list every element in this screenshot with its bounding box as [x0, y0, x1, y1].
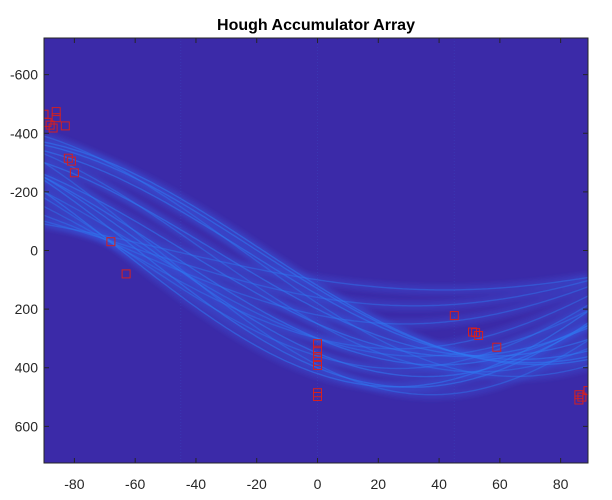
y-tick-label: -400	[10, 125, 38, 141]
peak-marker	[106, 237, 116, 247]
peak-marker	[44, 109, 49, 119]
x-tick-label: -60	[125, 476, 145, 492]
peak-marker	[60, 121, 70, 131]
x-axis: -80 -60 -40 -20 0 20 40 60 80	[64, 38, 569, 492]
band-lines	[44, 135, 588, 396]
peak-marker	[51, 113, 61, 123]
peak-marker	[313, 360, 322, 370]
peak-marker	[471, 328, 481, 338]
peak-marker	[313, 345, 322, 355]
peak-marker	[474, 331, 484, 340]
peak-marker	[583, 386, 588, 396]
accumulator-curve	[44, 144, 588, 364]
y-tick-label: -200	[10, 184, 38, 200]
x-tick-label: 60	[492, 476, 508, 492]
accumulator-curve	[44, 161, 588, 357]
accumulator-curve	[44, 162, 588, 396]
peak-marker	[577, 392, 587, 402]
x-tick-label: 0	[314, 476, 322, 492]
peak-marker	[51, 107, 61, 117]
peak-marker	[66, 156, 76, 166]
x-tick-label: 40	[431, 476, 447, 492]
y-tick-label: 200	[15, 301, 39, 317]
peak-marker	[313, 339, 322, 349]
y-tick-label: 600	[15, 418, 39, 434]
peak-marker	[44, 117, 52, 127]
x-tick-label: -80	[64, 476, 84, 492]
accumulator-curve	[44, 179, 588, 388]
peak-marker	[313, 392, 322, 401]
accumulator-curve	[44, 223, 588, 291]
peak-marker	[45, 120, 55, 130]
accumulator-curve	[44, 197, 588, 370]
peak-marker	[121, 269, 131, 279]
peak-marker	[574, 390, 584, 400]
accumulator-curve	[44, 135, 588, 378]
y-tick-label: -600	[10, 67, 38, 83]
accumulator-curve	[44, 191, 588, 388]
accumulator-curve	[44, 191, 588, 357]
peak-marker	[69, 168, 79, 178]
accumulator-curve	[44, 173, 588, 357]
accumulator-band	[44, 38, 588, 463]
x-tick-label: -20	[247, 476, 267, 492]
accumulator-curve	[44, 205, 588, 350]
peak-marker	[449, 311, 459, 321]
peak-marker	[48, 123, 58, 133]
accumulator-curve	[44, 214, 588, 325]
accumulator-curve	[44, 153, 588, 373]
x-tick-label: -40	[186, 476, 206, 492]
peak-marker	[63, 153, 73, 163]
peak-marker	[574, 395, 584, 405]
accumulator-curve	[44, 220, 588, 307]
x-tick-label: 80	[553, 476, 569, 492]
peak-marker	[313, 352, 322, 362]
peak-markers	[44, 107, 588, 405]
y-tick-label: 400	[15, 360, 39, 376]
accumulator-curve	[44, 141, 588, 366]
y-axis: -600 -400 -200 0 200 400 600	[10, 67, 588, 434]
chart-title: Hough Accumulator Array	[217, 17, 415, 34]
peak-marker	[492, 342, 502, 352]
y-tick-label: 0	[30, 243, 38, 259]
accumulator-curve	[44, 176, 588, 366]
x-tick-label: 20	[371, 476, 387, 492]
